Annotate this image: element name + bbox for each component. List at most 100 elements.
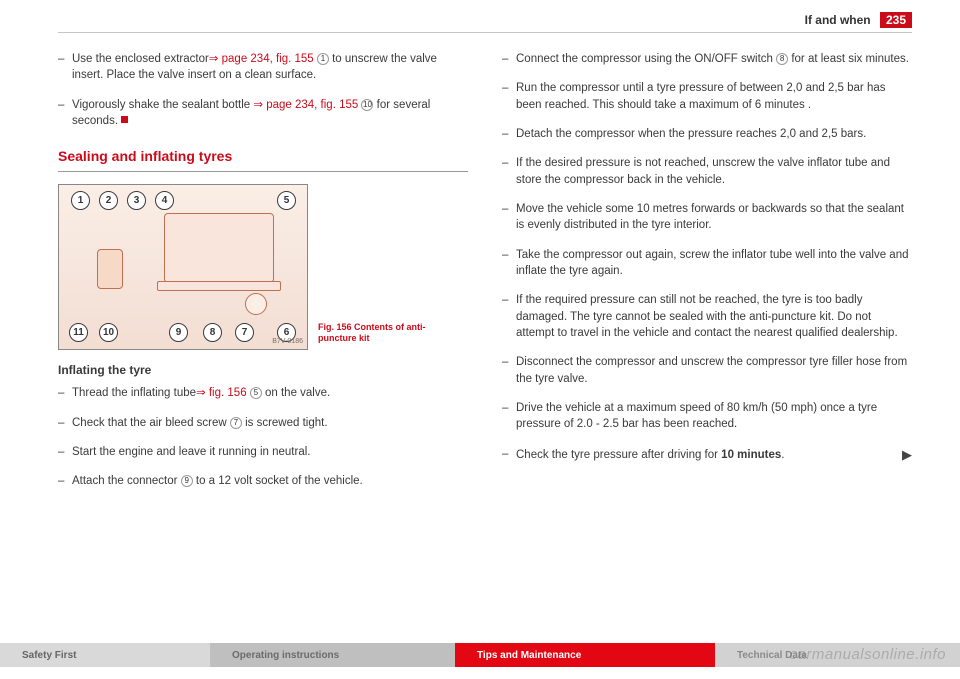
step-text: Connect the compressor using the ON/OFF … <box>516 51 912 67</box>
bullet-dash: – <box>502 247 516 280</box>
header-rule <box>58 32 912 33</box>
text: Check the tyre pressure after driving fo… <box>516 449 721 461</box>
step: – Use the enclosed extractor⇒ page 234, … <box>58 51 468 84</box>
footer-tab-safety[interactable]: Safety First <box>0 643 210 667</box>
text: Use the enclosed extractor <box>72 53 209 65</box>
end-topic-square-icon <box>121 116 128 123</box>
figure-callout: 8 <box>203 323 222 342</box>
section-rule <box>58 171 468 172</box>
step-text: Take the compressor out again, screw the… <box>516 247 912 280</box>
step-text: Check the tyre pressure after driving fo… <box>516 446 912 464</box>
bullet-dash: – <box>502 292 516 341</box>
bullet-dash: – <box>502 354 516 387</box>
column-left: – Use the enclosed extractor⇒ page 234, … <box>58 51 468 503</box>
figure-compressor-base <box>157 281 281 291</box>
page-number: 235 <box>880 12 912 28</box>
figure-compressor-body <box>164 213 274 283</box>
text: on the valve. <box>262 387 330 399</box>
step-text: Thread the inflating tube⇒ fig. 156 5 on… <box>72 385 468 401</box>
step: –Take the compressor out again, screw th… <box>502 247 912 280</box>
text: . <box>781 449 784 461</box>
content-columns: – Use the enclosed extractor⇒ page 234, … <box>58 51 912 503</box>
text: Connect the compressor using the ON/OFF … <box>516 53 776 65</box>
ref-bubble: 10 <box>361 99 373 111</box>
figure-ref-link[interactable]: ⇒ fig. 156 <box>196 387 247 399</box>
figure-sealant-bottle <box>97 249 123 289</box>
text: Thread the inflating tube <box>72 387 196 399</box>
figure-callout: 11 <box>69 323 88 342</box>
figure-block: 1 2 3 4 5 6 7 8 9 10 11 B7V-0186 Fig. 15… <box>58 184 468 350</box>
step-text: Use the enclosed extractor⇒ page 234, fi… <box>72 51 468 84</box>
bullet-dash: – <box>58 51 72 84</box>
figure-callout: 7 <box>235 323 254 342</box>
step-text: If the desired pressure is not reached, … <box>516 155 912 188</box>
step: – Check that the air bleed screw 7 is sc… <box>58 415 468 431</box>
subheading: Inflating the tyre <box>58 362 468 379</box>
page-ref-link[interactable]: ⇒ page 234, fig. 155 <box>253 99 358 111</box>
step-text: Drive the vehicle at a maximum speed of … <box>516 400 912 433</box>
page-header: If and when 235 <box>58 12 912 28</box>
figure-156: 1 2 3 4 5 6 7 8 9 10 11 B7V-0186 <box>58 184 308 350</box>
step: –Drive the vehicle at a maximum speed of… <box>502 400 912 433</box>
watermark: carmanualsonline.info <box>790 646 946 663</box>
bullet-dash: – <box>58 385 72 401</box>
figure-callout: 3 <box>127 191 146 210</box>
ref-bubble: 9 <box>181 475 193 487</box>
ref-bubble: 5 <box>250 387 262 399</box>
bullet-dash: – <box>58 415 72 431</box>
step: – Check the tyre pressure after driving … <box>502 446 912 464</box>
step: – Start the engine and leave it running … <box>58 444 468 460</box>
ref-bubble: 7 <box>230 417 242 429</box>
step-text: Check that the air bleed screw 7 is scre… <box>72 415 468 431</box>
figure-callout: 2 <box>99 191 118 210</box>
figure-id: B7V-0186 <box>272 337 303 347</box>
section-title: Sealing and inflating tyres <box>58 147 468 167</box>
figure-caption: Fig. 156 Contents of anti-puncture kit <box>318 322 428 351</box>
bullet-dash: – <box>502 155 516 188</box>
bullet-dash: – <box>58 473 72 489</box>
step-text: Disconnect the compressor and unscrew th… <box>516 354 912 387</box>
text: is screwed tight. <box>242 417 328 429</box>
bullet-dash: – <box>502 80 516 113</box>
bullet-dash: – <box>502 400 516 433</box>
bold-text: 10 minutes <box>721 449 781 461</box>
step-text: Move the vehicle some 10 metres forwards… <box>516 201 912 234</box>
continue-arrow-icon: ▶ <box>902 446 912 464</box>
step: –Move the vehicle some 10 metres forward… <box>502 201 912 234</box>
step: –Run the compressor until a tyre pressur… <box>502 80 912 113</box>
text: Vigorously shake the sealant bottle <box>72 99 253 111</box>
step: – Attach the connector 9 to a 12 volt so… <box>58 473 468 489</box>
step-text: Vigorously shake the sealant bottle ⇒ pa… <box>72 97 468 130</box>
step-text: Run the compressor until a tyre pressure… <box>516 80 912 113</box>
step-text: Detach the compressor when the pressure … <box>516 126 912 142</box>
step: – Connect the compressor using the ON/OF… <box>502 51 912 67</box>
step: – Vigorously shake the sealant bottle ⇒ … <box>58 97 468 130</box>
step: – Thread the inflating tube⇒ fig. 156 5 … <box>58 385 468 401</box>
bullet-dash: – <box>502 126 516 142</box>
step: –Disconnect the compressor and unscrew t… <box>502 354 912 387</box>
figure-callout: 10 <box>99 323 118 342</box>
step: –If the desired pressure is not reached,… <box>502 155 912 188</box>
bullet-dash: – <box>502 201 516 234</box>
step: –Detach the compressor when the pressure… <box>502 126 912 142</box>
section-name: If and when <box>805 13 871 27</box>
ref-bubble: 1 <box>317 53 329 65</box>
text: for at least six minutes. <box>788 53 909 65</box>
step-text: If the required pressure can still not b… <box>516 292 912 341</box>
bullet-dash: – <box>58 444 72 460</box>
figure-gauge <box>245 293 267 315</box>
page-ref-link[interactable]: ⇒ page 234, fig. 155 <box>209 53 314 65</box>
step-text: Start the engine and leave it running in… <box>72 444 468 460</box>
text: Attach the connector <box>72 475 181 487</box>
figure-callout: 4 <box>155 191 174 210</box>
text: to a 12 volt socket of the vehicle. <box>193 475 363 487</box>
column-right: – Connect the compressor using the ON/OF… <box>502 51 912 503</box>
figure-callout: 9 <box>169 323 188 342</box>
text: Check that the air bleed screw <box>72 417 230 429</box>
footer-tab-operating[interactable]: Operating instructions <box>210 643 455 667</box>
figure-callout: 5 <box>277 191 296 210</box>
figure-callout: 1 <box>71 191 90 210</box>
footer-tab-tips[interactable]: Tips and Maintenance <box>455 643 715 667</box>
bullet-dash: – <box>58 97 72 130</box>
ref-bubble: 8 <box>776 53 788 65</box>
